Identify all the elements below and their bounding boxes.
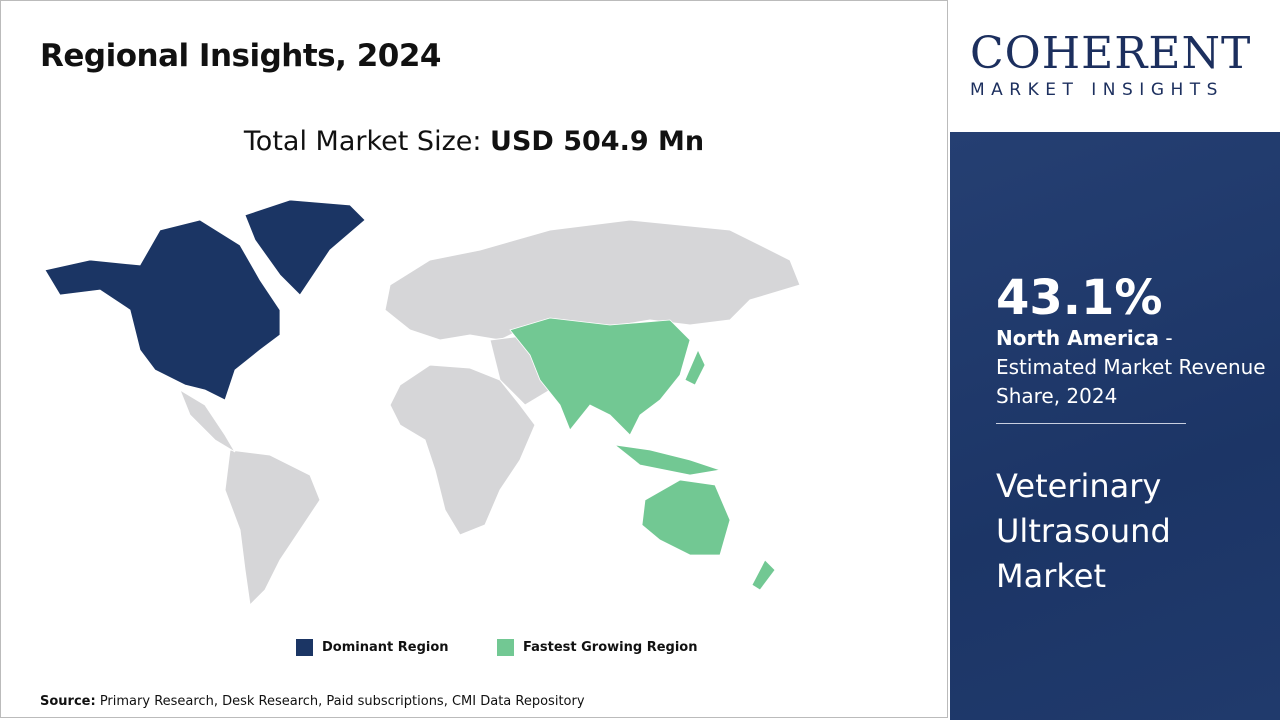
legend-label: Fastest Growing Region — [523, 640, 698, 655]
map-region-africa — [389, 364, 536, 536]
map-region-greenland — [244, 199, 366, 296]
logo-wordmark: COHERENT — [970, 28, 1252, 79]
divider — [996, 423, 1186, 424]
company-logo: COHERENT MARKET INSIGHTS — [950, 0, 1280, 132]
map-region-new-zealand — [751, 559, 776, 591]
map-region-japan — [684, 349, 706, 386]
share-description: North America - Estimated Market Revenue… — [996, 324, 1266, 411]
map-region-central-america — [178, 388, 236, 453]
legend-swatch-dominant — [296, 639, 313, 656]
world-map — [44, 199, 801, 607]
source-text: Primary Research, Desk Research, Paid su… — [95, 694, 585, 709]
legend-label: Dominant Region — [322, 640, 449, 655]
market-name: Veterinary Ultrasound Market — [996, 467, 1171, 595]
map-region-europe-russia — [384, 219, 801, 341]
page-title: Regional Insights, 2024 — [40, 38, 441, 74]
share-region: North America — [996, 326, 1160, 350]
map-region-indonesia — [613, 444, 721, 476]
legend-dominant: Dominant Region — [296, 639, 449, 656]
share-desc-text: - Estimated Market Revenue Share, 2024 — [996, 326, 1266, 408]
map-region-asia-pacific — [509, 317, 691, 436]
map-region-north-america — [44, 219, 281, 401]
legend-swatch-fastest — [497, 639, 514, 656]
total-label: Total Market Size: — [243, 126, 491, 157]
total-value: USD 504.9 Mn — [490, 126, 705, 157]
share-percent: 43.1% — [996, 270, 1163, 326]
logo-tagline: MARKET INSIGHTS — [970, 80, 1224, 100]
legend-fastest: Fastest Growing Region — [497, 639, 697, 656]
content-frame — [0, 0, 948, 718]
total-market-size: Total Market Size: USD 504.9 Mn — [0, 126, 948, 157]
source-note: Source: Primary Research, Desk Research,… — [40, 694, 585, 709]
source-label: Source: — [40, 694, 96, 709]
stats-panel: 43.1% North America - Estimated Market R… — [950, 132, 1280, 720]
map-region-south-america — [224, 449, 321, 607]
map-region-australia — [641, 479, 731, 556]
